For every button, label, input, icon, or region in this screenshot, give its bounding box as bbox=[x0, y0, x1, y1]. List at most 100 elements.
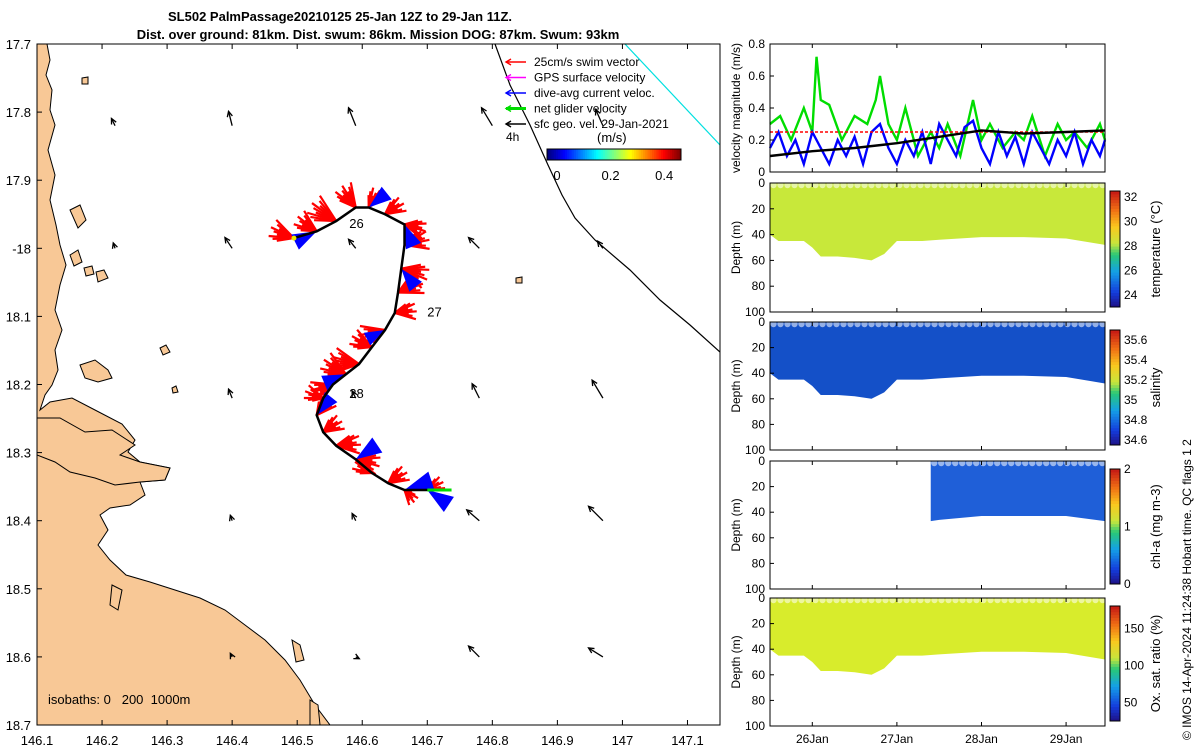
colorbar-tick-label: 35.6 bbox=[1124, 333, 1148, 347]
chl-a-data-field bbox=[930, 461, 1105, 522]
colorbar-frame bbox=[1109, 605, 1121, 722]
geo-velocity-arrow bbox=[110, 117, 117, 127]
panel-y-tick-label: 40 bbox=[752, 228, 766, 242]
map-x-tick-label: 146.6 bbox=[346, 733, 379, 748]
swim-vector-fan bbox=[384, 196, 407, 216]
geo-velocity-arrow bbox=[226, 109, 233, 126]
panel-y-tick-label: 100 bbox=[745, 443, 765, 457]
panel-y-label: Depth (m) bbox=[729, 498, 743, 551]
geo-velocity-arrow bbox=[480, 106, 493, 127]
panel-x-tick-label: 29Jan bbox=[1050, 732, 1083, 746]
panel-frame bbox=[769, 460, 1106, 590]
panel-frame bbox=[769, 321, 1106, 451]
map-x-tick-label: 146.3 bbox=[151, 733, 184, 748]
dive-avg-current-vector bbox=[355, 437, 383, 460]
legend-entry: dive-avg current veloc. bbox=[504, 86, 655, 100]
dive-avg-current-vector bbox=[316, 392, 338, 416]
swim-vector-fan bbox=[306, 195, 338, 223]
panel-y-tick-label: 0.4 bbox=[748, 101, 765, 115]
panel-y-tick-label: 0.2 bbox=[748, 133, 765, 147]
panel-y-tick-label: 40 bbox=[752, 505, 766, 519]
colorbar-label: temperature (°C) bbox=[1148, 201, 1163, 298]
geo-velocity-arrow bbox=[591, 378, 604, 399]
colorbar-tick-label: 26 bbox=[1124, 263, 1138, 277]
colorbar-frame bbox=[1109, 468, 1121, 585]
panel-y-tick-label: 60 bbox=[752, 668, 766, 682]
island bbox=[83, 265, 95, 277]
panel-y-tick-label: 0.6 bbox=[748, 69, 765, 83]
interval-label: 4h bbox=[506, 130, 519, 144]
geo-velocity-arrow bbox=[229, 651, 236, 660]
legend-entry: GPS surface velocity bbox=[504, 71, 645, 85]
legend-entry: sfc geo. vel. 29-Jan-2021 bbox=[504, 117, 669, 131]
colorbar-tick-label: 2 bbox=[1124, 462, 1131, 476]
map-colorbar-frame bbox=[546, 148, 682, 161]
map-x-tick-label: 147.1 bbox=[671, 733, 704, 748]
colorbar-tick-label: 32 bbox=[1124, 190, 1138, 204]
legend-label: dive-avg current veloc. bbox=[534, 86, 655, 100]
panel-x-tick-label: 26Jan bbox=[796, 732, 829, 746]
swim-vector-fan bbox=[268, 219, 295, 242]
panel-y-tick-label: 0 bbox=[758, 176, 765, 190]
panel-y-tick-label: 80 bbox=[752, 279, 766, 293]
swim-vector-fan bbox=[349, 329, 373, 350]
panel-frame bbox=[769, 182, 1106, 313]
island bbox=[95, 269, 109, 283]
panel-y-tick-label: 0 bbox=[758, 591, 765, 605]
day-label: 26 bbox=[349, 216, 363, 231]
colorbar-tick-label: 28 bbox=[1124, 239, 1138, 253]
map-y-tick-label: 18.7 bbox=[6, 718, 31, 733]
day-label: 27 bbox=[427, 304, 441, 319]
island bbox=[81, 76, 89, 85]
geo-velocity-arrow bbox=[353, 653, 361, 660]
geo-velocity-arrow bbox=[351, 389, 358, 399]
legend-entry: 25cm/s swim vector bbox=[504, 55, 639, 69]
legend-label: sfc geo. vel. 29-Jan-2021 bbox=[534, 117, 669, 131]
island bbox=[69, 204, 87, 229]
imos-credit: © IMOS 14-Apr-2024 11:24:38 Hobart time.… bbox=[1180, 439, 1194, 740]
panel-frame bbox=[769, 597, 1106, 727]
panel-y-tick-label: 20 bbox=[752, 341, 766, 355]
map-y-tick-label: -18 bbox=[12, 241, 31, 256]
panel-y-label: Depth (m) bbox=[729, 359, 743, 412]
map-colorbar-tick-label: 0.4 bbox=[655, 168, 673, 183]
colorbar-tick-label: 50 bbox=[1124, 695, 1138, 709]
map-y-tick-label: 17.9 bbox=[6, 173, 31, 188]
colorbar-frame bbox=[1109, 190, 1121, 308]
geo-velocity-arrow bbox=[228, 513, 235, 522]
glider-track-map: 26 27 28 146.1 146.2 146.3 146.4 146.5 146.6 146… bbox=[6, 37, 721, 748]
panel-y-tick-label: 100 bbox=[745, 305, 765, 319]
geo-velocity-arrow bbox=[596, 239, 604, 249]
geo-velocity-arrow bbox=[587, 505, 604, 522]
swim-vector-fan bbox=[322, 414, 345, 434]
panel-y-tick-label: 60 bbox=[752, 392, 766, 406]
map-colorbar-tick-label: 0.2 bbox=[602, 168, 620, 183]
temperature-data-field bbox=[770, 183, 1105, 261]
colorbar-tick-label: 35.2 bbox=[1124, 373, 1148, 387]
swim-vector-fan bbox=[394, 302, 417, 321]
colorbar-tick-label: 0 bbox=[1124, 577, 1131, 591]
panel-y-tick-label: 0 bbox=[758, 315, 765, 329]
island bbox=[159, 344, 171, 356]
panel-y-label: Depth (m) bbox=[729, 635, 743, 688]
velocity-series-line bbox=[769, 129, 1106, 158]
dive-avg-current-vector bbox=[368, 186, 392, 208]
map-y-tick-label: 18.5 bbox=[6, 582, 31, 597]
island bbox=[309, 699, 321, 725]
colorbar-tick-label: 35 bbox=[1124, 393, 1138, 407]
map-x-tick-label: 146.1 bbox=[21, 733, 54, 748]
island bbox=[79, 359, 113, 383]
panel-y-tick-label: 0.8 bbox=[748, 37, 765, 51]
geo-velocity-arrow bbox=[467, 236, 480, 249]
colorbar-tick-label: 34.8 bbox=[1124, 413, 1148, 427]
salinity-data-field bbox=[770, 322, 1105, 399]
oxygen-saturation-data-field bbox=[770, 598, 1105, 675]
geo-velocity-arrow bbox=[594, 108, 604, 126]
geo-velocity-arrow bbox=[351, 512, 358, 521]
dive-avg-current-vector bbox=[401, 268, 422, 292]
panel-y-tick-label: 20 bbox=[752, 617, 766, 631]
colorbar-tick-label: 35.4 bbox=[1124, 353, 1148, 367]
day-label: 28 bbox=[349, 386, 363, 401]
geo-velocity-arrow bbox=[587, 647, 604, 658]
map-y-tick-label: 17.7 bbox=[6, 37, 31, 52]
